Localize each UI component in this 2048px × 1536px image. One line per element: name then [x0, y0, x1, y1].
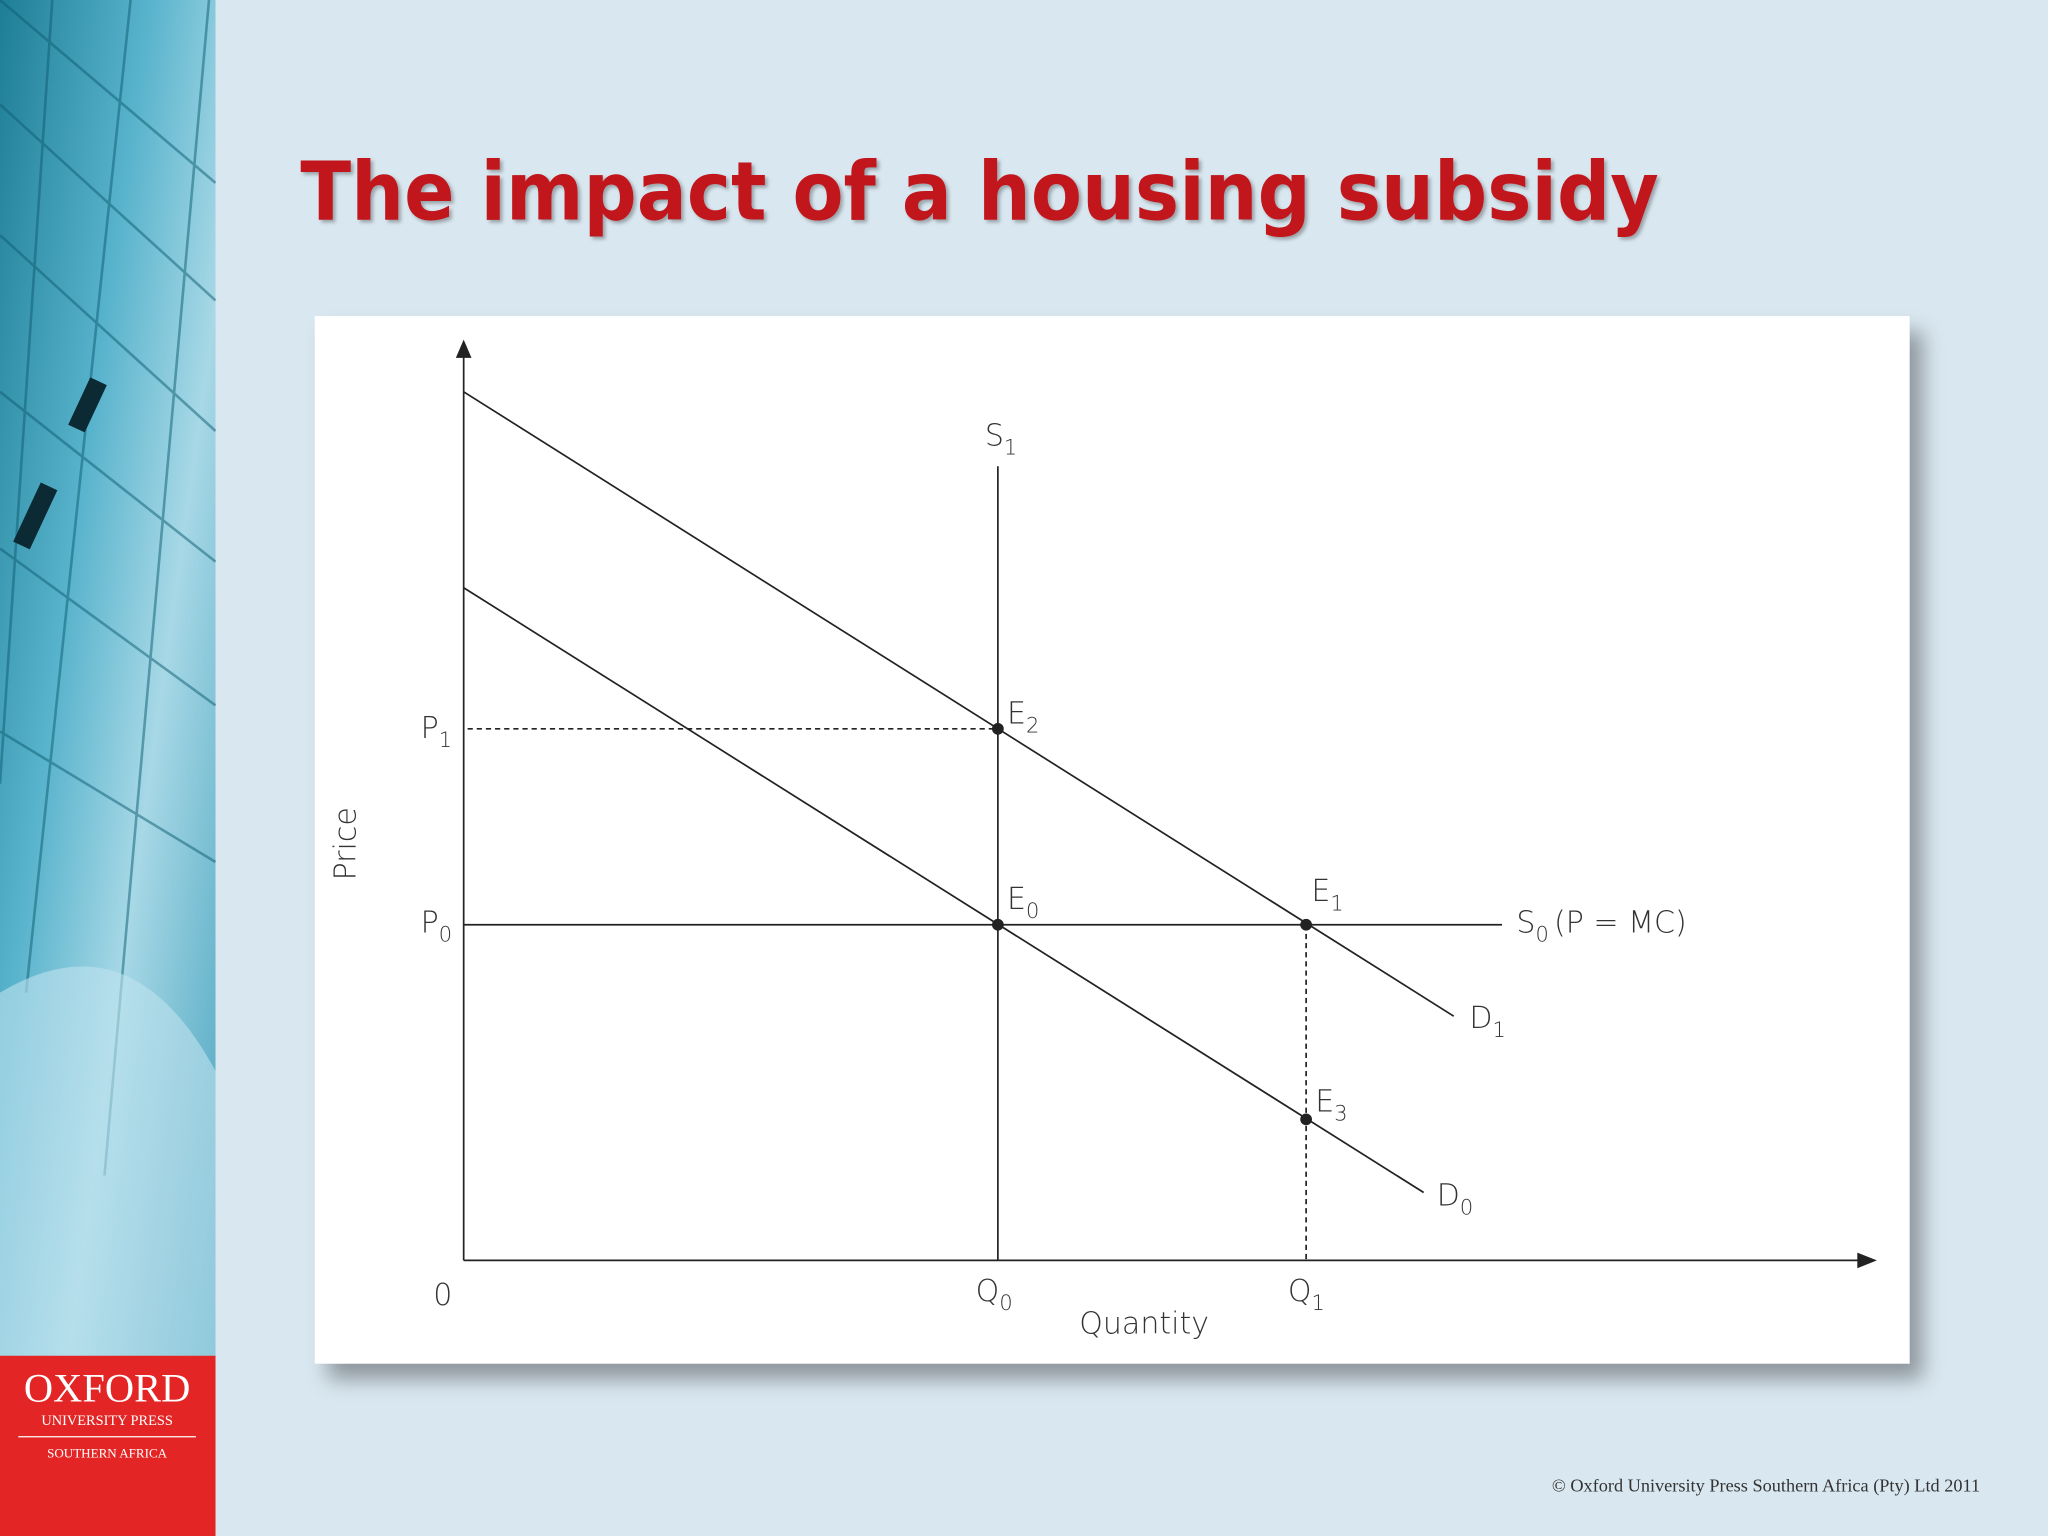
label-sub: 0 [999, 1291, 1012, 1315]
side-decoration [0, 0, 217, 1536]
label-base: Q [1288, 1274, 1312, 1309]
label-base: D [1469, 1001, 1492, 1036]
label-p1: P1 [421, 711, 452, 752]
label-sub: 0 [439, 923, 452, 947]
point-e3 [1300, 1113, 1312, 1126]
label-sub: 2 [1026, 714, 1039, 738]
label-s1: S1 [985, 418, 1017, 459]
label-e1: E1 [1311, 874, 1343, 915]
footer: © Oxford University Press Southern Afric… [1552, 1476, 1980, 1497]
label-sub: 0 [1460, 1196, 1473, 1220]
label-q1: Q1 [1288, 1274, 1325, 1315]
label-base: E [1311, 874, 1330, 909]
label-sub: 0 [1535, 923, 1548, 947]
demand-d1 [463, 391, 1455, 1017]
demand-d0 [463, 587, 1425, 1194]
x-arrow [1857, 1252, 1877, 1269]
label-suffix: (P = MC) [1554, 906, 1687, 941]
label-base: Q [976, 1274, 1000, 1309]
label-p0: P0 [421, 906, 452, 947]
logo: OXFORD UNIVERSITY PRESS SOUTHERN AFRICA [0, 1355, 216, 1536]
label-sub: 1 [1311, 1291, 1324, 1315]
y-arrow [455, 339, 472, 358]
logo-line2: SOUTHERN AFRICA [47, 1446, 168, 1461]
label-base: E [1007, 697, 1026, 732]
label-sub: 1 [1330, 891, 1343, 915]
point-e1 [1300, 918, 1312, 931]
label-sub: 1 [1004, 436, 1017, 460]
label-sub: 3 [1334, 1102, 1347, 1126]
label-base: E [1007, 882, 1026, 917]
y-axis-label: Price [328, 807, 363, 880]
label-sub: 0 [1026, 899, 1039, 923]
label-sub: 1 [1493, 1018, 1506, 1042]
label-sub: 1 [439, 728, 452, 752]
point-e2 [992, 722, 1004, 735]
label-d0: D0 [1437, 1179, 1473, 1220]
point-e0 [992, 918, 1004, 931]
label-d1: D1 [1469, 1001, 1505, 1042]
origin-label: 0 [433, 1278, 452, 1313]
label-base: P [421, 711, 439, 746]
label-base: S [1516, 906, 1535, 941]
label-q0: Q0 [976, 1274, 1013, 1315]
label-base: S [985, 418, 1004, 453]
label-s0: S0 (P = MC) [1516, 906, 1686, 947]
logo-name: OXFORD [24, 1365, 190, 1410]
label-e0: E0 [1007, 882, 1039, 923]
label-e2: E2 [1007, 697, 1039, 738]
label-base: D [1437, 1179, 1460, 1214]
label-base: P [421, 906, 439, 941]
diagram-panel [314, 316, 1910, 1364]
label-base: E [1315, 1085, 1334, 1120]
label-e3: E3 [1315, 1085, 1347, 1126]
slide-title: The impact of a housing subsidy [300, 145, 1658, 239]
logo-line1: UNIVERSITY PRESS [41, 1413, 173, 1429]
x-axis-label: Quantity [1079, 1307, 1209, 1342]
